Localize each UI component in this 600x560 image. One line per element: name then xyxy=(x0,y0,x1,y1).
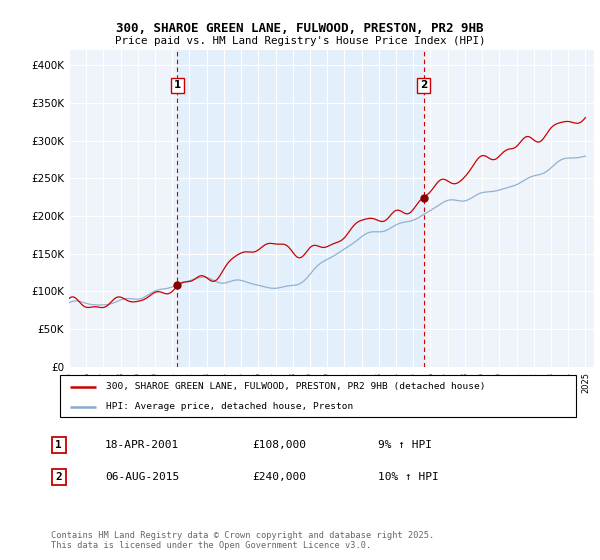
Text: 06-AUG-2015: 06-AUG-2015 xyxy=(105,472,179,482)
Text: 1: 1 xyxy=(55,440,62,450)
Text: £108,000: £108,000 xyxy=(252,440,306,450)
Text: 2: 2 xyxy=(55,472,62,482)
FancyBboxPatch shape xyxy=(52,469,65,485)
Text: Price paid vs. HM Land Registry's House Price Index (HPI): Price paid vs. HM Land Registry's House … xyxy=(115,36,485,46)
Text: 300, SHAROE GREEN LANE, FULWOOD, PRESTON, PR2 9HB: 300, SHAROE GREEN LANE, FULWOOD, PRESTON… xyxy=(116,22,484,35)
FancyBboxPatch shape xyxy=(52,437,65,453)
Text: 9% ↑ HPI: 9% ↑ HPI xyxy=(378,440,432,450)
FancyBboxPatch shape xyxy=(60,375,576,417)
Text: Contains HM Land Registry data © Crown copyright and database right 2025.
This d: Contains HM Land Registry data © Crown c… xyxy=(51,530,434,550)
Text: 2: 2 xyxy=(420,80,427,90)
Bar xyxy=(178,50,424,367)
Text: HPI: Average price, detached house, Preston: HPI: Average price, detached house, Pres… xyxy=(106,402,353,411)
Text: 300, SHAROE GREEN LANE, FULWOOD, PRESTON, PR2 9HB (detached house): 300, SHAROE GREEN LANE, FULWOOD, PRESTON… xyxy=(106,382,486,391)
Text: 1: 1 xyxy=(174,80,181,90)
Text: 10% ↑ HPI: 10% ↑ HPI xyxy=(378,472,439,482)
Text: 18-APR-2001: 18-APR-2001 xyxy=(105,440,179,450)
Text: £240,000: £240,000 xyxy=(252,472,306,482)
